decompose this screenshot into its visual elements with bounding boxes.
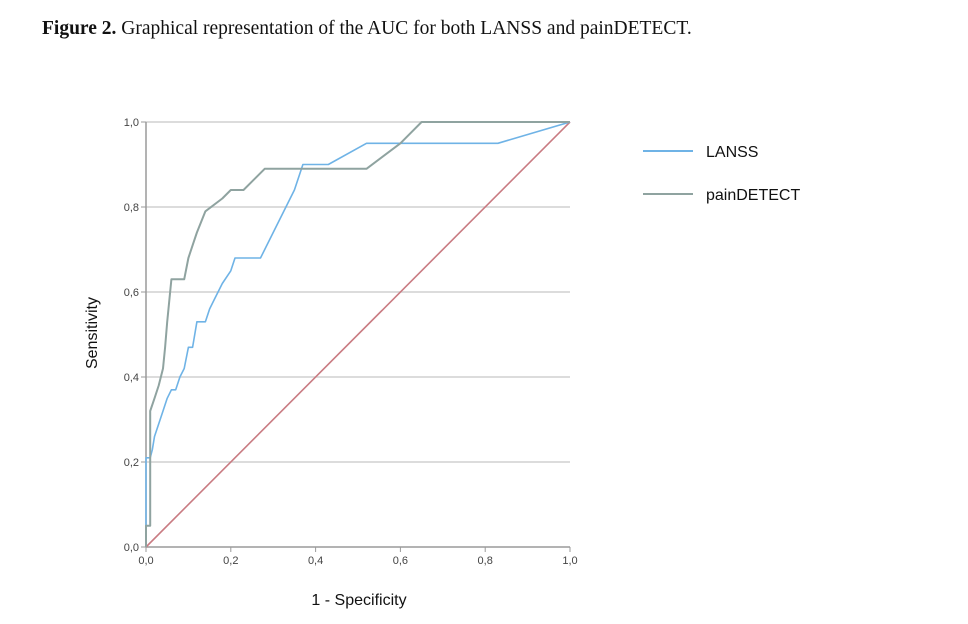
y-tick-label: 0,8 (124, 202, 139, 214)
y-axis-label: Sensitivity (84, 297, 101, 369)
legend-label-paindetect: painDETECT (706, 187, 800, 204)
x-tick-label: 0,0 (138, 555, 153, 567)
reference-line (145, 121, 571, 548)
legend: LANSS painDETECT (643, 144, 800, 204)
y-tick-label: 0,6 (124, 287, 139, 299)
y-tick-label: 0,4 (124, 372, 139, 384)
series-lines (145, 121, 571, 548)
figure-caption-text: Graphical representation of the AUC for … (116, 18, 692, 39)
series-line-paindetect (145, 121, 570, 547)
y-tick-label: 0,0 (124, 542, 139, 554)
x-tick-label: 0,4 (308, 555, 323, 567)
series-line-lanss (145, 121, 571, 547)
grid-lines (146, 121, 570, 463)
y-tick-labels: 0,0 0,2 0,4 0,6 0,8 1,0 (124, 117, 146, 554)
x-tick-label: 0,6 (393, 555, 408, 567)
x-tick-labels: 0,0 0,2 0,4 0,6 0,8 1,0 (138, 547, 578, 567)
legend-label-lanss: LANSS (706, 144, 758, 161)
x-tick-label: 0,2 (223, 555, 238, 567)
x-tick-label: 1,0 (562, 555, 577, 567)
y-tick-label: 0,2 (124, 457, 139, 469)
figure-caption: Figure 2. Graphical representation of th… (42, 18, 692, 40)
x-tick-label: 0,8 (478, 555, 493, 567)
figure-label: Figure 2. (42, 18, 117, 39)
y-tick-label: 1,0 (124, 117, 139, 129)
x-axis-label: 1 - Specificity (311, 592, 406, 609)
